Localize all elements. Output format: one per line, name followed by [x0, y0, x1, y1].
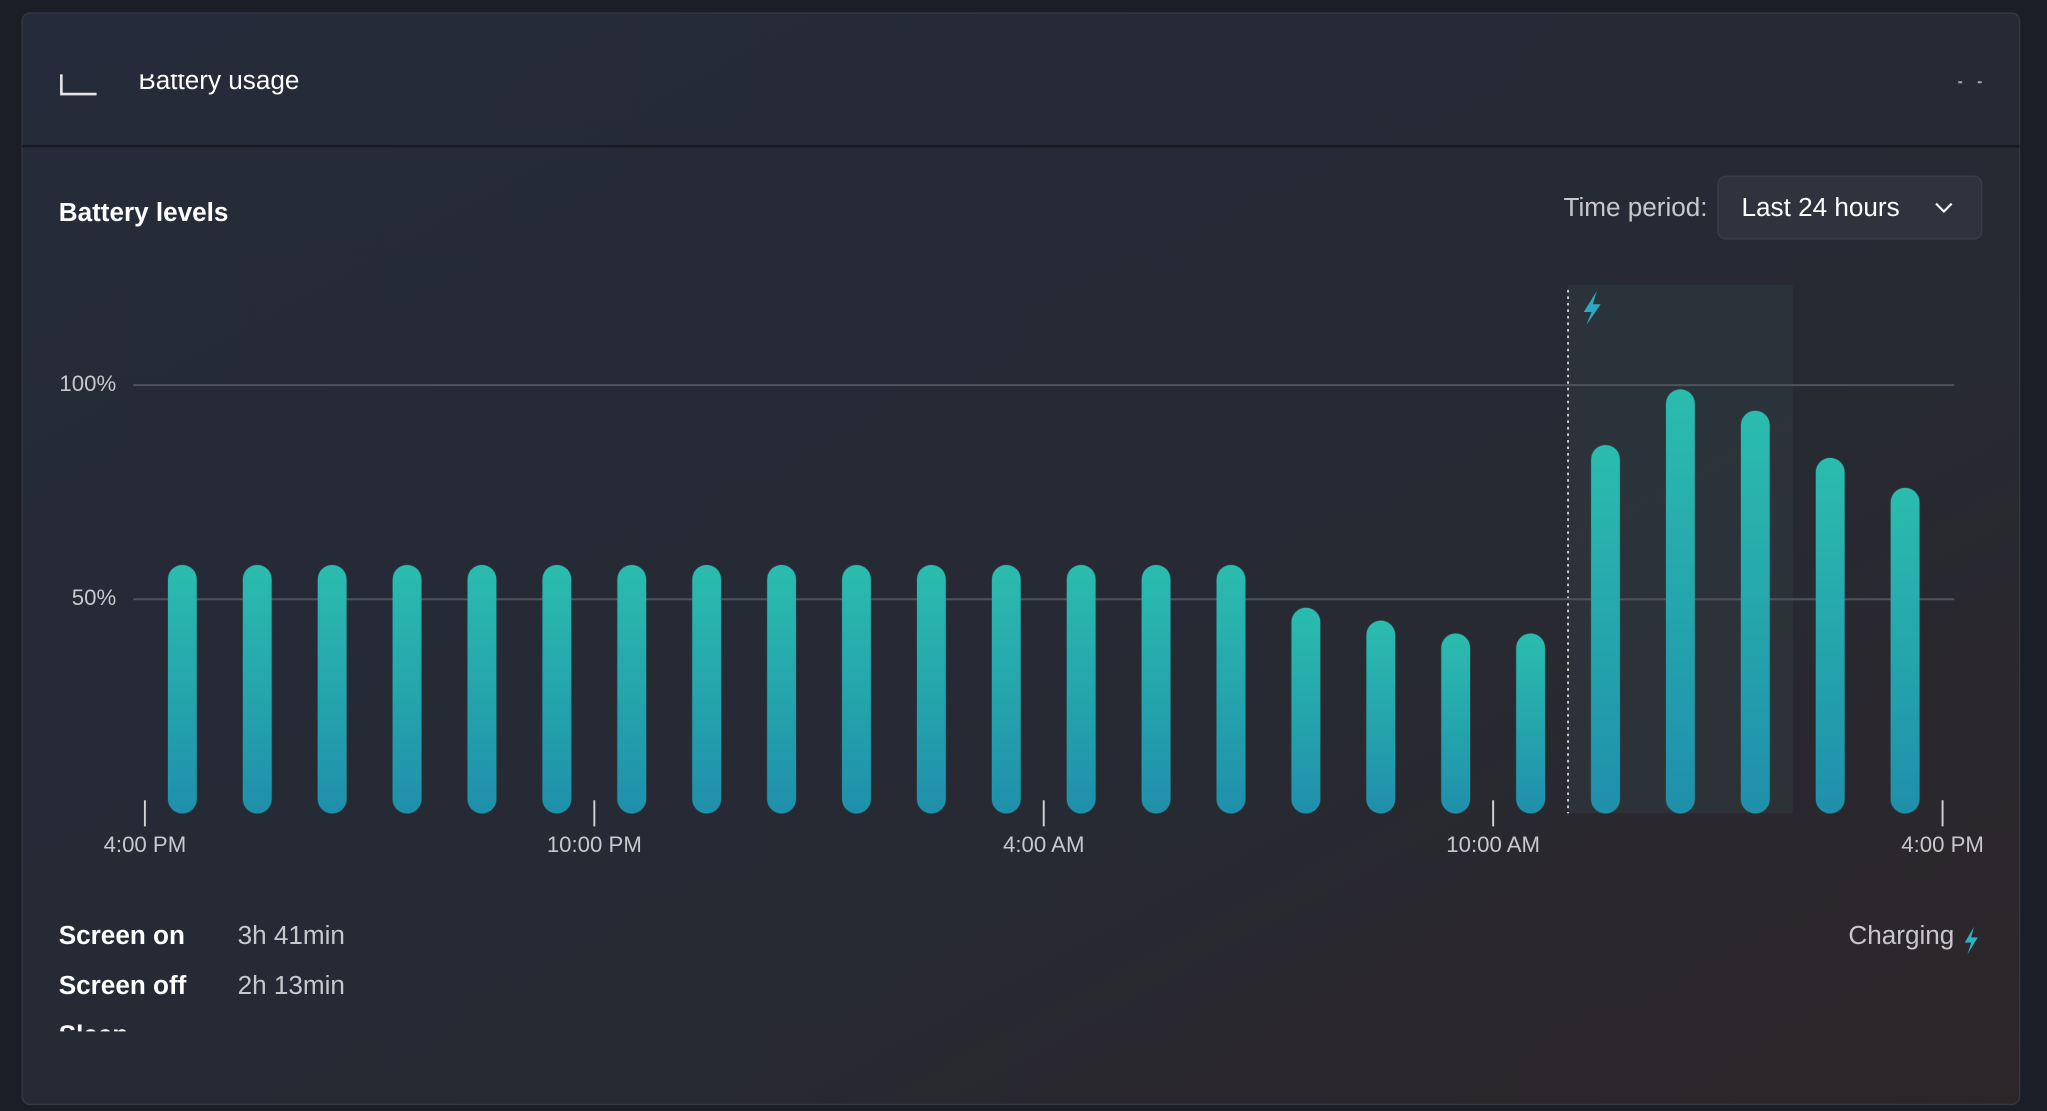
stat-value: 2h 13min	[238, 970, 345, 1000]
y-tick-label: 100%	[59, 371, 116, 396]
bar	[1665, 388, 1696, 814]
stat-label: Sleep	[59, 1019, 129, 1049]
dropdown-value[interactable]: Last 24 hours	[1742, 192, 1900, 222]
bar	[167, 564, 198, 814]
bar	[317, 564, 348, 814]
bar	[691, 564, 722, 814]
legend-label: Charging	[1848, 920, 1954, 950]
y-tick-label: 50%	[72, 585, 116, 610]
bar	[916, 564, 947, 814]
bar	[1815, 457, 1846, 814]
charging-bolt	[1583, 291, 1601, 326]
x-tick-label: 10:00 AM	[1446, 832, 1540, 857]
bar	[1890, 487, 1921, 814]
bar	[1590, 444, 1621, 814]
bar	[1740, 410, 1771, 814]
stat-value: 3h 41min	[238, 920, 345, 950]
card	[21, 12, 2021, 1106]
bar	[1290, 607, 1321, 814]
dropdown-box[interactable]	[1717, 175, 1983, 240]
bar	[616, 564, 647, 814]
bar	[1141, 564, 1172, 814]
x-tick-label: 4:00 AM	[1003, 832, 1084, 857]
chart-title: Battery levels	[59, 197, 229, 227]
stat-value: -	[238, 1019, 247, 1049]
x-tick-label: 10:00 PM	[547, 832, 642, 857]
bar	[1515, 632, 1546, 814]
bar	[766, 564, 797, 814]
x-tick-label: 4:00 PM	[1901, 832, 1984, 857]
bar	[841, 564, 872, 814]
stat-label: Screen off	[59, 970, 187, 1000]
header-title: Battery usage	[138, 65, 299, 95]
legend-bolt	[1964, 926, 1978, 955]
bar	[1215, 564, 1247, 814]
bar	[1365, 619, 1396, 814]
bar	[1066, 564, 1097, 814]
time-period-dropdown[interactable]: Last 24 hours	[1717, 175, 1983, 240]
bar	[242, 564, 273, 814]
time-period-label: Time period:	[1564, 192, 1708, 222]
bar	[392, 564, 423, 814]
bar	[466, 564, 497, 814]
x-tick-label: 4:00 PM	[104, 832, 187, 857]
stat-label: Screen on	[59, 920, 185, 950]
bar	[1440, 632, 1471, 814]
header-icon	[60, 74, 97, 96]
bar	[991, 564, 1022, 814]
bar	[541, 564, 572, 814]
chevron[interactable]	[1935, 202, 1953, 213]
